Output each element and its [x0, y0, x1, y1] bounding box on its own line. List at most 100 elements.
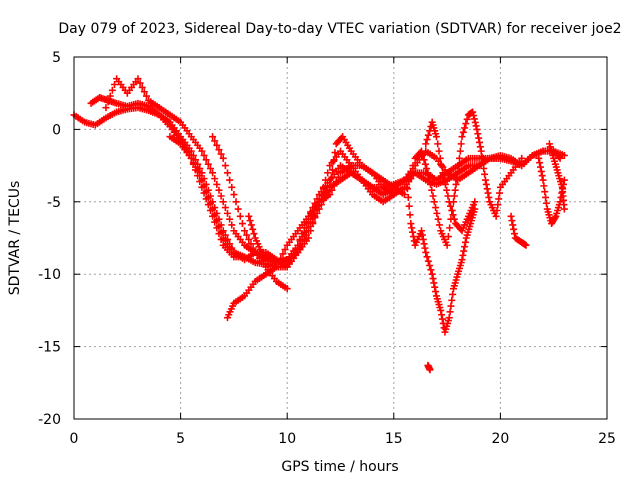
- data-point: [454, 169, 462, 177]
- data-point: [104, 98, 112, 106]
- data-point: [213, 180, 221, 188]
- data-point: [462, 120, 470, 128]
- x-tick-label: 20: [491, 431, 509, 447]
- data-point: [459, 128, 467, 136]
- x-tick-label: 25: [598, 431, 616, 447]
- data-point: [407, 220, 415, 228]
- data-point: [542, 193, 550, 201]
- data-point: [555, 153, 563, 161]
- data-point: [200, 189, 208, 197]
- data-point: [243, 231, 251, 239]
- data-point: [326, 183, 334, 191]
- data-point: [438, 311, 446, 319]
- data-point: [298, 240, 306, 248]
- data-point: [327, 175, 335, 183]
- data-point: [479, 159, 487, 167]
- data-point: [484, 189, 492, 197]
- data-point: [463, 115, 471, 123]
- data-point: [315, 205, 323, 213]
- data-point: [481, 170, 489, 178]
- data-point: [403, 183, 411, 191]
- data-point: [328, 166, 336, 174]
- data-point: [455, 154, 463, 162]
- series-track-7: [245, 108, 526, 267]
- data-point: [192, 166, 200, 174]
- data-point: [211, 137, 219, 145]
- data-point: [247, 221, 255, 229]
- x-tick-label: 10: [278, 431, 296, 447]
- data-point: [458, 133, 466, 141]
- data-point: [247, 240, 255, 248]
- data-point: [535, 154, 543, 162]
- data-point: [319, 196, 327, 204]
- series-track-13: [545, 140, 568, 213]
- y-tick-label: -20: [38, 412, 61, 428]
- data-point: [443, 241, 451, 249]
- data-point: [446, 308, 454, 316]
- data-point: [449, 290, 457, 298]
- data-point: [426, 262, 434, 270]
- data-point: [469, 108, 477, 116]
- data-point: [560, 205, 568, 213]
- data-point: [281, 246, 289, 254]
- data-point: [138, 83, 146, 91]
- data-point: [421, 244, 429, 252]
- data-point: [432, 204, 440, 212]
- data-point: [330, 157, 338, 165]
- series-track-10: [424, 361, 434, 374]
- x-tick-label: 0: [70, 431, 79, 447]
- data-point: [194, 172, 202, 180]
- data-point: [236, 212, 244, 220]
- data-point: [536, 159, 544, 167]
- data-point: [447, 302, 455, 310]
- data-point: [492, 212, 500, 220]
- data-point: [433, 209, 441, 217]
- data-point: [472, 122, 480, 130]
- data-point: [215, 230, 223, 238]
- data-point: [446, 224, 454, 232]
- data-point: [404, 193, 412, 201]
- data-point: [452, 180, 460, 188]
- data-point: [418, 231, 426, 239]
- data-point: [429, 192, 437, 200]
- data-point: [470, 111, 478, 119]
- data-point: [460, 247, 468, 255]
- data-point: [102, 104, 110, 112]
- data-point: [245, 212, 253, 220]
- series-track-12: [535, 154, 568, 228]
- data-point: [560, 176, 568, 184]
- data-point: [221, 204, 229, 212]
- data-point: [238, 220, 246, 228]
- data-point: [494, 201, 502, 209]
- data-point: [426, 366, 434, 374]
- y-tick-label: 0: [52, 122, 61, 138]
- data-point: [444, 192, 452, 200]
- data-point: [419, 235, 427, 243]
- data-point: [311, 214, 319, 222]
- data-point: [458, 256, 466, 264]
- data-point: [461, 238, 469, 246]
- data-point: [228, 183, 236, 191]
- data-point: [423, 253, 431, 261]
- data-point: [440, 175, 448, 183]
- data-point: [219, 154, 227, 162]
- data-point: [405, 202, 413, 210]
- data-point: [142, 92, 150, 100]
- data-point: [537, 167, 545, 175]
- data-point: [485, 193, 493, 201]
- data-point: [556, 198, 564, 206]
- data-point: [476, 138, 484, 146]
- data-point: [230, 191, 238, 199]
- data-point: [217, 235, 225, 243]
- data-point: [198, 147, 206, 155]
- data-point: [428, 186, 436, 194]
- data-point: [305, 227, 313, 235]
- data-point: [246, 217, 254, 225]
- series-track-8: [403, 176, 479, 336]
- data-point: [322, 192, 330, 200]
- data-point: [448, 296, 456, 304]
- data-point: [406, 211, 414, 219]
- data-point: [449, 211, 457, 219]
- data-point: [432, 288, 440, 296]
- data-point: [551, 214, 559, 222]
